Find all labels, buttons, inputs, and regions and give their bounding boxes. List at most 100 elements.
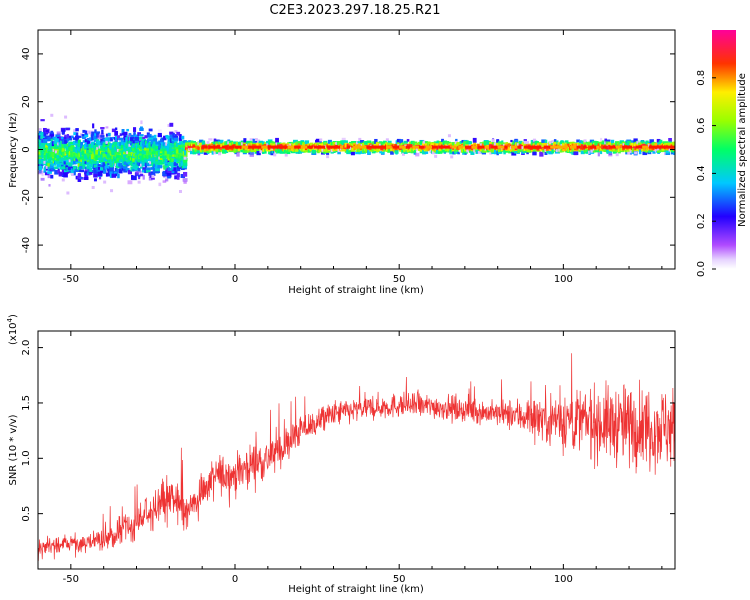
heatmap-cell: [418, 147, 422, 151]
heatmap-cell: [434, 154, 438, 158]
heatmap-cell: [138, 176, 141, 180]
heatmap-cell: [353, 145, 361, 149]
heatmap-cell: [171, 158, 177, 163]
heatmap-cell: [115, 137, 118, 142]
heatmap-cell: [513, 139, 519, 144]
heatmap-cell: [176, 167, 181, 172]
heatmap-cell: [241, 148, 244, 152]
heatmap-cell: [116, 168, 121, 173]
heatmap-cell: [159, 160, 165, 165]
heatmap-cell: [578, 140, 582, 144]
heatmap-cell: [121, 142, 125, 146]
heatmap-cell: [387, 140, 392, 144]
heatmap-cell: [84, 139, 88, 143]
heatmap-cell: [150, 139, 156, 145]
heatmap-cell: [65, 150, 70, 155]
heatmap-y-tick-label: 20: [21, 95, 32, 108]
heatmap-cell: [486, 140, 491, 145]
heatmap-cell: [139, 155, 144, 160]
heatmap-cell: [141, 170, 146, 173]
heatmap-cell: [144, 140, 148, 146]
heatmap-cell: [530, 141, 534, 146]
heatmap-cell: [387, 142, 393, 146]
heatmap-cell: [240, 149, 245, 153]
heatmap-cell: [243, 138, 247, 143]
heatmap-cell: [48, 150, 51, 156]
heatmap-cell: [91, 185, 95, 189]
heatmap-cell: [50, 161, 54, 166]
heatmap-cell: [166, 172, 172, 178]
heatmap-cell: [129, 137, 135, 142]
heatmap-cell: [294, 145, 304, 149]
heatmap-cell: [629, 145, 633, 149]
heatmap-cell: [257, 139, 261, 143]
heatmap-cell: [176, 146, 181, 149]
heatmap-cell: [151, 135, 155, 138]
heatmap-cell: [399, 145, 406, 149]
heatmap-cell: [422, 140, 426, 144]
heatmap-cell: [427, 141, 431, 146]
heatmap-cell: [290, 147, 296, 151]
heatmap-cell: [617, 147, 622, 152]
snr-x-label: Height of straight line (km): [288, 584, 424, 595]
heatmap-cell: [52, 136, 56, 141]
heatmap-cell: [98, 159, 102, 164]
heatmap-cell: [403, 140, 408, 144]
heatmap-cell: [43, 166, 47, 171]
heatmap-cell: [169, 141, 174, 146]
snr-series-line: [38, 353, 675, 561]
heatmap-cell: [100, 135, 105, 138]
heatmap-cell: [275, 142, 279, 146]
heatmap-cell: [147, 145, 150, 151]
heatmap-cell: [56, 144, 61, 147]
heatmap-cell: [192, 149, 196, 155]
heatmap-cell: [91, 131, 96, 136]
heatmap-cell: [567, 147, 571, 152]
snr-frame: [37, 330, 676, 570]
heatmap-cell: [123, 131, 128, 136]
heatmap-cell: [617, 142, 622, 146]
heatmap-cell: [247, 143, 252, 148]
heatmap-cell: [615, 153, 619, 157]
heatmap-cell: [195, 143, 198, 148]
heatmap-cell: [45, 138, 50, 142]
heatmap-cell: [627, 151, 631, 155]
heatmap-cell: [542, 147, 546, 153]
heatmap-cell: [615, 145, 620, 149]
heatmap-cell: [64, 145, 67, 149]
heatmap-cell: [148, 176, 153, 181]
heatmap-cell: [67, 155, 73, 160]
heatmap-cell: [227, 141, 231, 145]
heatmap-x-tick-label: 50: [393, 274, 406, 285]
heatmap-cell: [658, 141, 664, 144]
heatmap-cell: [266, 147, 270, 151]
heatmap-cell: [299, 147, 302, 152]
heatmap-cell: [180, 173, 186, 178]
heatmap-cell: [40, 131, 45, 137]
heatmap-cell: [151, 160, 155, 165]
heatmap-cell: [364, 141, 370, 145]
colorbar-tick-label: 0.8: [696, 70, 707, 86]
heatmap-cell: [100, 155, 104, 160]
heatmap-cell: [111, 147, 116, 152]
heatmap-cell: [61, 164, 66, 168]
heatmap-cell: [418, 145, 424, 149]
heatmap-cell: [109, 155, 114, 158]
heatmap-cell: [107, 132, 111, 137]
heatmap-cell: [130, 161, 135, 164]
heatmap-cell: [148, 151, 153, 156]
heatmap-cell: [248, 145, 256, 149]
heatmap-cell: [99, 169, 105, 173]
heatmap-cell: [476, 143, 482, 148]
heatmap-cell: [665, 150, 670, 154]
heatmap-cell: [233, 147, 238, 153]
heatmap-cell: [93, 169, 98, 174]
heatmap-cell: [111, 128, 116, 133]
heatmap-cell: [597, 152, 600, 157]
heatmap-cell: [380, 141, 385, 146]
heatmap-cell: [94, 129, 97, 134]
heatmap-cell: [59, 165, 63, 170]
heatmap-cell: [196, 150, 202, 153]
heatmap-cell: [405, 145, 411, 149]
heatmap-cell: [464, 145, 473, 149]
